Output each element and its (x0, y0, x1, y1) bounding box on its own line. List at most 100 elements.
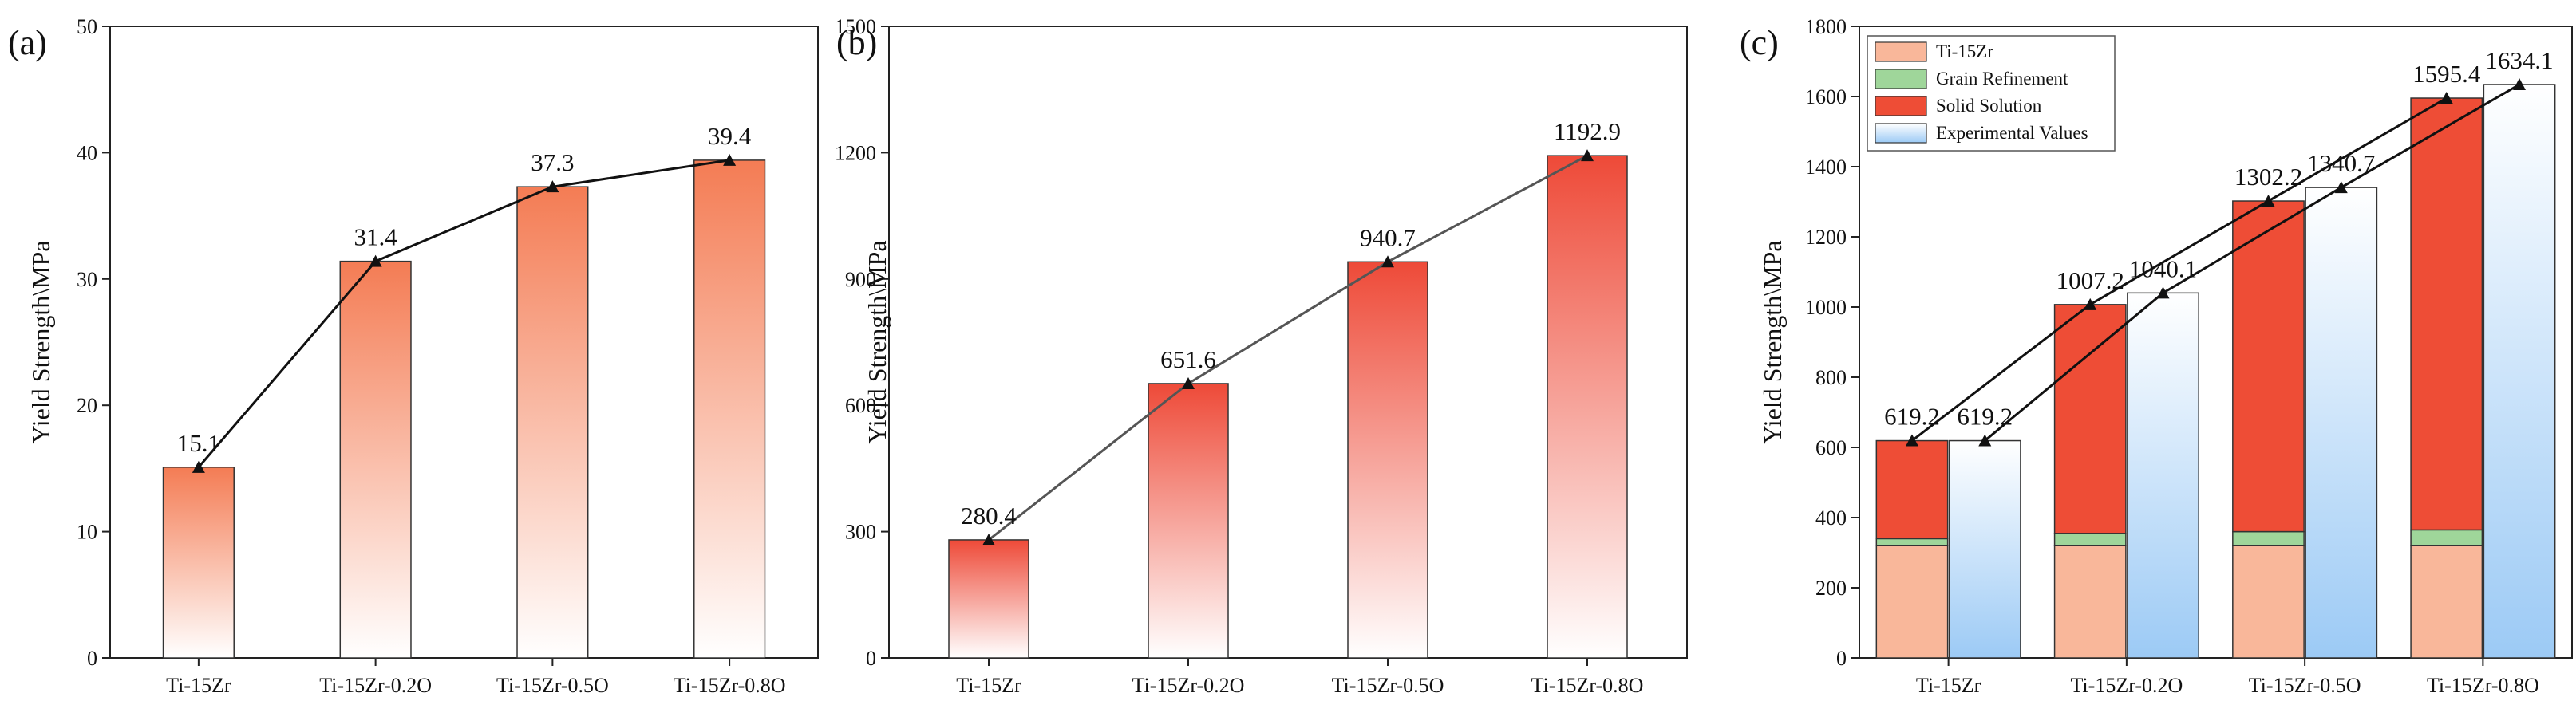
y-tick-label: 1200 (1805, 226, 1847, 249)
legend-label: Experimental Values (1936, 123, 2088, 143)
bar (948, 539, 1029, 659)
trend-line (197, 159, 730, 468)
y-axis-label: Yield Strength\MPa (1758, 240, 1787, 443)
y-tick-label: 50 (77, 15, 97, 38)
marker-triangle (2334, 181, 2348, 194)
x-tick-label: Ti-15Zr-0.5O (496, 674, 609, 697)
x-tick-label: Ti-15Zr (1916, 674, 1981, 697)
experimental-label: 1634.1 (2485, 46, 2553, 74)
x-tick-label: Ti-15Zr-0.2O (1132, 674, 1245, 697)
stack-segment (2410, 529, 2483, 546)
marker-triangle (2262, 195, 2275, 207)
y-tick-label: 600 (1815, 436, 1847, 459)
panel-label: (c) (1740, 23, 1779, 62)
marker-triangle (1581, 149, 1594, 162)
legend-label: Grain Refinement (1936, 69, 2068, 89)
marker-triangle (192, 460, 205, 473)
x-tick-label: Ti-15Zr (956, 674, 1021, 697)
bar (162, 467, 235, 659)
stack-segment (2410, 97, 2483, 531)
legend-swatch (1875, 96, 1927, 116)
legend-label: Solid Solution (1936, 96, 2042, 116)
y-tick-label: 1000 (1805, 296, 1847, 319)
experimental-bar (1948, 439, 2021, 659)
experimental-label: 1040.1 (2129, 254, 2197, 282)
bar (1148, 383, 1229, 659)
y-tick-label: 200 (1815, 577, 1847, 600)
y-axis-label: Yield Strength\MPa (26, 240, 55, 443)
y-tick-label: 1400 (1805, 156, 1847, 179)
marker-triangle (1381, 255, 1394, 268)
calculated-label: 1007.2 (2056, 266, 2124, 294)
marker-triangle (2156, 286, 2170, 299)
stack-segment (2232, 200, 2305, 533)
marker-triangle (1182, 376, 1195, 389)
marker-triangle (2440, 92, 2453, 104)
marker-triangle (2513, 77, 2527, 90)
marker-triangle (982, 533, 995, 545)
bar (693, 159, 766, 659)
calculated-label: 1595.4 (2412, 60, 2481, 88)
data-label: 37.3 (531, 148, 574, 176)
marker-triangle (1905, 434, 1918, 447)
experimental-line (1984, 83, 2520, 442)
y-axis-label: Yield Strength\MPa (863, 240, 891, 443)
stack-segment (1875, 538, 1949, 546)
data-label: 15.1 (177, 429, 220, 457)
stack-segment (1875, 545, 1949, 659)
x-tick-label: Ti-15Zr-0.5O (1332, 674, 1444, 697)
y-tick-label: 0 (1836, 647, 1847, 670)
calculated-label: 619.2 (1884, 403, 1940, 431)
stack-segment (2232, 545, 2305, 659)
plot-frame (1859, 26, 2573, 659)
bar (1547, 155, 1628, 659)
legend-swatch (1875, 123, 1927, 144)
y-tick-label: 800 (1815, 366, 1847, 389)
y-tick-label: 400 (1815, 506, 1847, 530)
bar (516, 186, 589, 659)
plot-frame (109, 26, 819, 659)
legend: Ti-15Zr Grain Refinement Solid Solution Exp… (1867, 35, 2116, 152)
y-tick-label: 1200 (835, 141, 876, 164)
calculated-line (1911, 96, 2448, 442)
x-tick-label: Ti-15Zr-0.5O (2249, 674, 2361, 697)
data-label: 280.4 (961, 502, 1017, 530)
data-label: 39.4 (708, 122, 752, 150)
marker-triangle (546, 180, 559, 193)
panel-label: (b) (836, 23, 877, 62)
y-tick-label: 10 (77, 521, 97, 544)
data-label: 1192.9 (1554, 117, 1621, 145)
experimental-label: 619.2 (1957, 403, 2013, 431)
experimental-bar (2127, 292, 2199, 659)
y-tick-label: 1600 (1805, 85, 1847, 108)
calculated-label: 1302.2 (2234, 163, 2302, 191)
experimental-label: 1340.7 (2307, 149, 2375, 177)
y-tick-label: 20 (77, 394, 97, 417)
stack-segment (2053, 533, 2127, 546)
y-tick-label: 30 (77, 268, 97, 291)
y-tick-label: 600 (845, 394, 876, 417)
experimental-bar (2483, 84, 2556, 659)
bar (339, 260, 412, 659)
plot-frame (888, 26, 1688, 659)
panel-1: (a) 0 10 20 30 40 50 Yield Strength\MPa Ti-15Zr T… (8, 15, 819, 697)
marker-triangle (723, 153, 737, 166)
y-tick-label: 1800 (1805, 15, 1847, 38)
x-tick-label: Ti-15Zr-0.8O (674, 674, 786, 697)
x-tick-label: Ti-15Zr-0.2O (319, 674, 432, 697)
experimental-bar (2305, 187, 2378, 659)
marker-triangle (2084, 297, 2097, 310)
x-tick-label: Ti-15Zr-0.8O (2427, 674, 2539, 697)
legend-label: Ti-15Zr (1936, 41, 1993, 61)
data-label: 651.6 (1160, 345, 1216, 373)
y-tick-label: 300 (845, 521, 876, 544)
panel-label: (a) (8, 23, 47, 62)
legend-swatch (1875, 41, 1927, 62)
x-tick-label: Ti-15Zr-0.8O (1531, 674, 1644, 697)
x-tick-label: Ti-15Zr-0.2O (2070, 674, 2183, 697)
stack-segment (2232, 530, 2305, 546)
x-tick-label: Ti-15Zr (166, 674, 231, 697)
y-tick-label: 0 (87, 647, 97, 670)
marker-triangle (369, 254, 382, 267)
